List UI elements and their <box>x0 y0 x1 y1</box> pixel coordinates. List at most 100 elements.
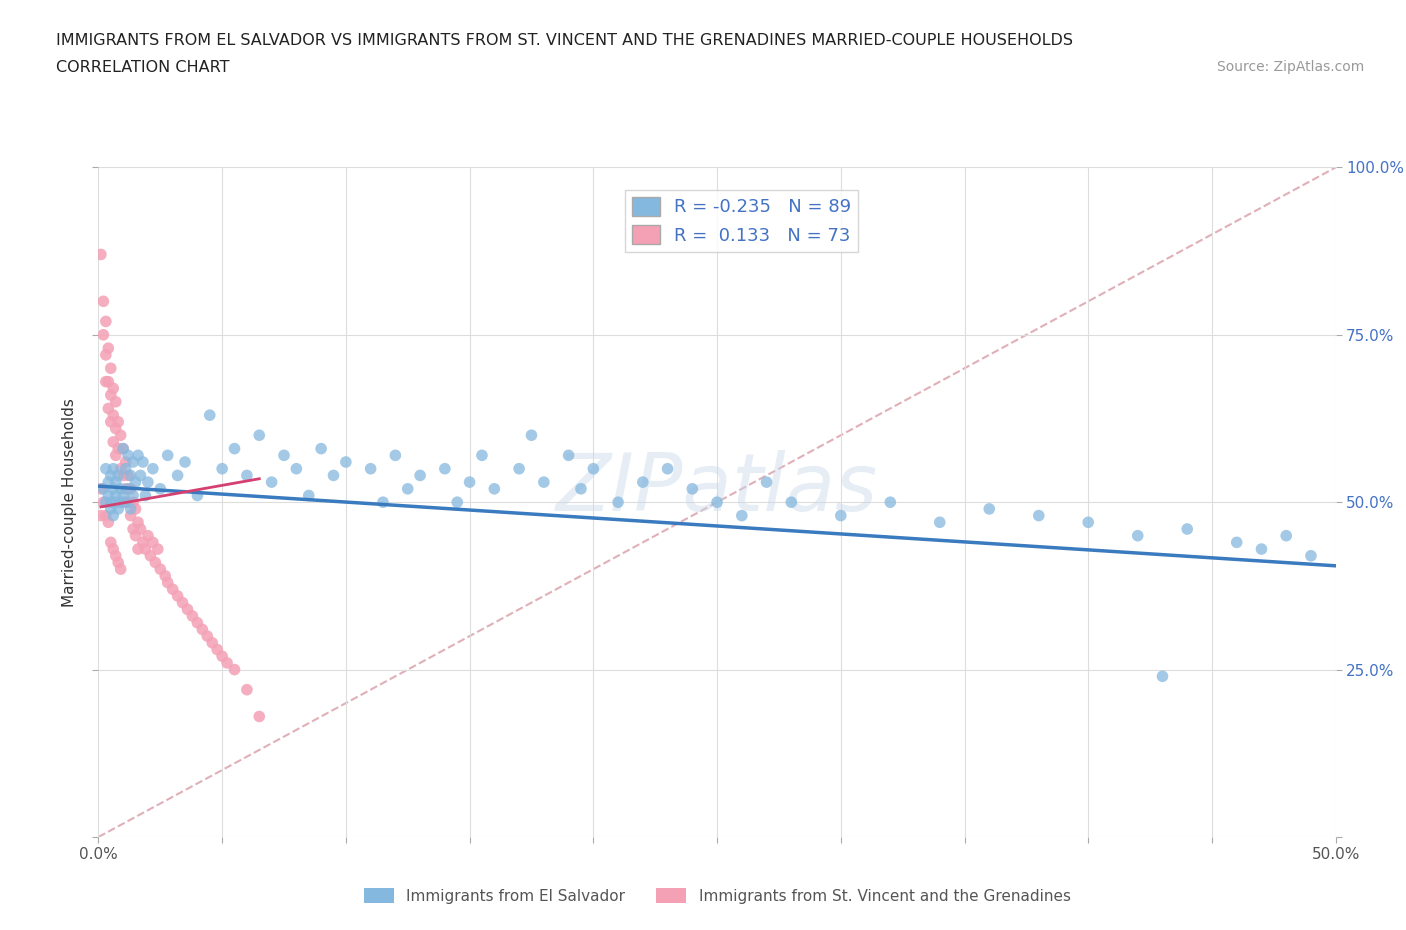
Point <box>110 482 132 497</box>
Point <box>1028 508 1050 523</box>
Point <box>107 441 129 456</box>
Point <box>104 549 127 564</box>
Point <box>446 495 468 510</box>
Point <box>162 582 184 597</box>
Point <box>139 549 162 564</box>
Point <box>134 541 156 556</box>
Point <box>94 495 117 510</box>
Point <box>127 515 149 530</box>
Point <box>97 401 120 416</box>
Point <box>103 482 125 497</box>
Point <box>103 434 125 449</box>
Point <box>236 683 259 698</box>
Point <box>107 555 129 570</box>
Point <box>117 482 139 497</box>
Point <box>136 474 159 489</box>
Point <box>94 348 117 363</box>
Y-axis label: Married-couple Households: Married-couple Households <box>62 398 77 606</box>
Point <box>93 294 115 309</box>
Point <box>114 461 136 476</box>
Point <box>273 448 295 463</box>
Point <box>384 448 406 463</box>
Point <box>205 642 228 657</box>
Point <box>360 461 382 476</box>
Point <box>471 448 494 463</box>
Point <box>146 541 169 556</box>
Point <box>557 448 579 463</box>
Point <box>211 461 233 476</box>
Point <box>508 461 530 476</box>
Point <box>103 461 125 476</box>
Point <box>755 474 778 489</box>
Point <box>134 488 156 503</box>
Point <box>211 649 233 664</box>
Point <box>247 428 270 443</box>
Point <box>97 340 120 355</box>
Point <box>298 488 321 503</box>
Legend: Immigrants from El Salvador, Immigrants from St. Vincent and the Grenadines: Immigrants from El Salvador, Immigrants … <box>357 882 1077 910</box>
Point <box>201 635 224 650</box>
Point <box>132 535 155 550</box>
Point <box>127 541 149 556</box>
Point <box>1275 528 1298 543</box>
Point <box>90 482 112 497</box>
Point <box>97 474 120 489</box>
Point <box>156 575 179 590</box>
Point <box>112 468 135 483</box>
Point <box>114 482 136 497</box>
Point <box>582 461 605 476</box>
Point <box>409 468 432 483</box>
Point <box>1152 669 1174 684</box>
Point <box>433 461 456 476</box>
Point <box>120 468 142 483</box>
Point <box>104 488 127 503</box>
Point <box>260 474 283 489</box>
Point <box>335 455 357 470</box>
Point <box>90 508 112 523</box>
Point <box>120 508 142 523</box>
Point <box>285 461 308 476</box>
Point <box>100 415 122 430</box>
Point <box>127 448 149 463</box>
Point <box>97 374 120 389</box>
Point <box>107 415 129 430</box>
Point <box>124 474 146 489</box>
Point <box>195 629 218 644</box>
Point <box>247 709 270 724</box>
Point <box>309 441 332 456</box>
Point <box>114 455 136 470</box>
Point <box>93 482 115 497</box>
Point <box>110 428 132 443</box>
Point <box>100 361 122 376</box>
Point <box>122 455 145 470</box>
Point <box>97 488 120 503</box>
Point <box>830 508 852 523</box>
Point <box>191 622 214 637</box>
Point <box>396 482 419 497</box>
Point <box>94 374 117 389</box>
Point <box>236 468 259 483</box>
Point <box>484 482 506 497</box>
Point <box>104 421 127 436</box>
Point <box>224 662 246 677</box>
Point <box>103 407 125 422</box>
Point <box>520 428 543 443</box>
Point <box>120 482 142 497</box>
Point <box>1175 522 1198 537</box>
Point <box>172 595 194 610</box>
Point <box>176 602 198 617</box>
Point <box>97 515 120 530</box>
Point <box>110 495 132 510</box>
Point <box>371 495 394 510</box>
Point <box>122 488 145 503</box>
Point <box>117 495 139 510</box>
Point <box>186 488 208 503</box>
Point <box>117 448 139 463</box>
Point <box>94 314 117 329</box>
Point <box>731 508 754 523</box>
Point <box>104 448 127 463</box>
Point <box>100 501 122 516</box>
Point <box>1077 515 1099 530</box>
Point <box>142 461 165 476</box>
Point <box>93 327 115 342</box>
